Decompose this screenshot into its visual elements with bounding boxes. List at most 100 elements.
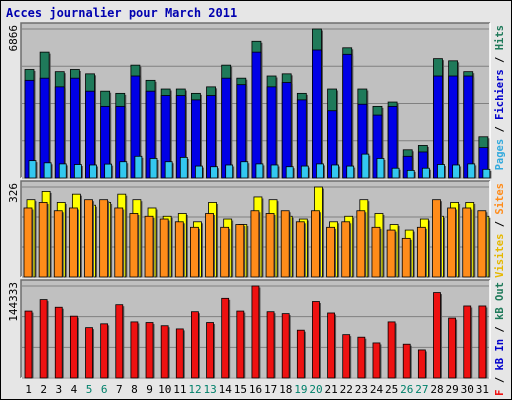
bar-kb-f [327, 312, 337, 379]
bar-kb-f [312, 301, 321, 379]
bar-sites [295, 221, 306, 278]
bar-pages [270, 164, 280, 179]
bar-sites [53, 210, 64, 278]
panel-bevel-dark [20, 279, 490, 378]
bar-pages [406, 170, 416, 179]
bar-pages [300, 165, 310, 179]
bar-fichiers [251, 51, 263, 179]
x-tick-label: 9 [146, 383, 153, 396]
x-tick-label: 30 [461, 383, 474, 396]
bar-kb-f [100, 323, 110, 379]
bar-sites [432, 199, 442, 278]
x-tick-label: 4 [71, 383, 78, 396]
bar-fichiers [206, 95, 218, 179]
bar-pages [331, 164, 341, 179]
legend-entry: / [494, 371, 506, 390]
bar-pages [73, 164, 83, 179]
bar-sites [84, 199, 95, 278]
x-tick-label: 21 [325, 383, 338, 396]
bar-kb-f [402, 343, 412, 379]
bar-pages [28, 160, 38, 179]
x-tick-label: 28 [430, 383, 443, 396]
bar-pages [195, 165, 204, 179]
bar-fichiers [448, 75, 460, 179]
x-tick-label: 10 [158, 383, 171, 396]
chart-title: Acces journalier pour March 2011 [6, 6, 238, 20]
bar-kb-f [266, 311, 276, 379]
bar-sites [129, 213, 140, 278]
bar-kb-f [175, 328, 185, 379]
legend-middle: Visites / Sites [494, 183, 506, 278]
bar-pages [240, 161, 250, 179]
bar-sites [205, 213, 216, 278]
bar-sites [326, 226, 337, 278]
bar-pages [255, 163, 265, 179]
x-tick-label: 22 [340, 383, 353, 396]
bar-kb-f [463, 305, 473, 379]
bar-kb-f [251, 285, 261, 379]
y-axis-max-label: 6866 [7, 25, 20, 52]
legend-entry: kB F [494, 389, 506, 400]
legend-entry: Fichiers [494, 69, 506, 120]
legend-bottom: kB F / kB In / kB Out [494, 282, 506, 400]
bar-kb-f [372, 342, 382, 379]
bar-pages [467, 163, 477, 179]
bar-pages [134, 155, 144, 179]
bar-sites [68, 207, 79, 278]
x-tick-label: 20 [309, 383, 322, 396]
bar-pages [43, 162, 53, 179]
x-tick-label: 3 [56, 383, 63, 396]
bar-pages [164, 161, 174, 179]
bar-kb-f [39, 299, 49, 379]
bar-pages [437, 164, 446, 179]
bar-fichiers [342, 53, 354, 179]
x-tick-label: 2 [40, 383, 47, 396]
x-tick-label: 25 [385, 383, 398, 396]
x-tick-label: 7 [116, 383, 123, 396]
bar-kb-f [24, 310, 34, 379]
bar-pages [119, 161, 129, 179]
bar-fichiers [463, 75, 475, 179]
bar-kb-f [236, 310, 246, 379]
bar-pages [89, 164, 99, 179]
bar-kb-f [85, 327, 95, 379]
bar-fichiers [281, 82, 293, 179]
bar-pages [316, 163, 325, 179]
x-tick-label: 11 [173, 383, 186, 396]
bar-sites [280, 210, 291, 278]
bar-pages [104, 163, 114, 179]
bar-pages [58, 163, 68, 179]
bar-pages [285, 166, 295, 179]
panel-bevel-dark [20, 180, 490, 277]
legend-entry: / [494, 50, 506, 69]
bar-fichiers [387, 105, 399, 179]
legend-entry: Visites [494, 234, 506, 278]
legend-entry: kB Out [494, 282, 506, 320]
bar-kb-f [281, 313, 291, 379]
bar-kb-f [130, 321, 140, 379]
bar-sites [190, 226, 200, 278]
bar-fichiers [221, 77, 233, 179]
bar-sites [235, 224, 246, 278]
bar-sites [159, 218, 170, 278]
bar-sites [265, 213, 276, 278]
legend-entry: kB In [494, 339, 506, 371]
bar-kb-f [191, 311, 200, 379]
x-tick-label: 12 [188, 383, 201, 396]
legend-entry: Sites [494, 183, 506, 215]
bar-pages [346, 165, 356, 179]
bar-kb-f [357, 336, 367, 379]
bar-sites [99, 199, 110, 278]
bar-kb-f [433, 292, 442, 379]
bar-pages [421, 167, 431, 179]
bar-sites [356, 210, 367, 278]
bar-kb-f [342, 334, 352, 379]
legend-entry: Pages [494, 139, 506, 171]
bar-kb-f [206, 322, 216, 379]
legend-entry: / [494, 120, 506, 139]
bar-sites [114, 207, 125, 278]
bar-kb-f [54, 306, 64, 379]
bar-sites [220, 226, 231, 278]
bar-sites [174, 221, 185, 278]
